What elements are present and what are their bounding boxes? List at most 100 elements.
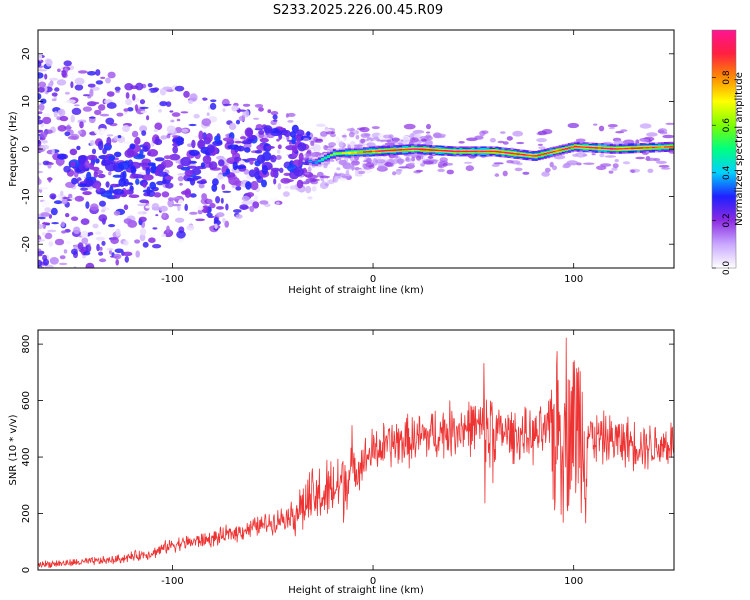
spectrogram-speckle: [154, 122, 163, 131]
spectrogram-speckle: [516, 141, 525, 145]
colorbar-frame: [711, 29, 737, 269]
spectrogram-speckle: [195, 165, 207, 170]
spectrogram-ridge-segment: [558, 149, 562, 151]
spectrogram-ridge-segment: [408, 148, 412, 151]
spectrogram-speckle: [562, 164, 570, 169]
spectrogram-speckle: [189, 93, 198, 102]
spectrogram-speckle: [575, 152, 587, 158]
spectrogram-speckle: [228, 122, 237, 131]
spectrogram-speckle: [225, 203, 229, 211]
spectrogram-speckle: [134, 104, 139, 112]
spectrogram-speckle: [125, 98, 132, 106]
spectrogram-ridge-segment: [335, 152, 340, 155]
spectrogram-speckle: [73, 156, 78, 159]
spectrogram-speckle: [215, 196, 221, 204]
spectrogram-speckle: [98, 251, 104, 256]
spectrogram-speckle: [227, 144, 240, 150]
spectrogram-speckle: [117, 135, 122, 139]
spectrogram-speckle: [267, 109, 272, 114]
spectrogram-speckle: [630, 169, 636, 173]
spectrogram-speckle: [165, 101, 172, 107]
spectrogram-speckle: [211, 183, 218, 192]
spectrogram-ridge-segment: [308, 160, 313, 163]
spectrogram-speckle: [320, 131, 328, 137]
spectrogram-ridge-segment: [612, 148, 616, 150]
spectrogram-speckle: [106, 102, 117, 109]
spectrogram-speckle: [277, 183, 282, 190]
spectrogram-speckle: [245, 181, 252, 190]
spectrogram-speckle: [198, 130, 204, 141]
spectrogram-speckle: [330, 159, 335, 162]
spectrogram-speckle: [252, 117, 260, 120]
spectrogram-speckle: [391, 137, 400, 142]
spectrogram-ridge-segment: [381, 150, 385, 152]
spectrogram-speckle: [218, 159, 225, 167]
spectrogram-speckle: [87, 71, 97, 76]
spectrogram-speckle: [59, 255, 66, 260]
spectrogram-speckle: [86, 258, 93, 262]
spectrogram-speckle: [442, 163, 448, 167]
spectrogram-speckle: [202, 155, 212, 164]
spectrogram-ridge-segment: [543, 153, 547, 155]
spectrogram-speckle: [576, 162, 582, 166]
spectrogram-y-tick-label: 0: [21, 146, 32, 152]
spectrogram-speckle: [613, 140, 624, 145]
spectrogram-speckle: [222, 103, 232, 106]
spectrogram-ridge-segment: [498, 151, 502, 153]
spectrogram-speckle: [38, 93, 42, 100]
spectrogram-speckle: [143, 90, 151, 93]
spectrogram-ridge-segment: [555, 150, 559, 152]
spectrogram-speckle: [127, 107, 134, 112]
spectrogram-speckle: [222, 218, 226, 223]
spectrogram-speckle: [38, 170, 44, 174]
spectrogram-speckle: [188, 99, 194, 104]
spectrogram-speckle: [270, 111, 279, 116]
spectrogram-speckle: [168, 197, 174, 202]
spectrogram-speckle: [188, 123, 197, 127]
spectrogram-speckle: [661, 167, 671, 170]
spectrogram-speckle: [241, 200, 252, 205]
spectrogram-ridge-segment: [582, 146, 586, 148]
spectrogram-speckle: [81, 237, 89, 244]
spectrogram-speckle: [256, 154, 266, 164]
spectrogram-speckle: [77, 183, 88, 188]
spectrogram-speckle: [604, 155, 617, 158]
spectrogram-speckle: [80, 230, 89, 238]
spectrogram-speckle: [242, 103, 251, 107]
spectrogram-speckle: [161, 191, 170, 198]
spectrogram-speckle: [60, 190, 64, 197]
spectrogram-speckle: [235, 186, 242, 191]
spectrogram-speckle: [74, 84, 84, 91]
spectrogram-speckle: [113, 253, 122, 260]
spectrogram-speckle: [41, 286, 45, 289]
spectrogram-speckle: [392, 171, 397, 176]
spectrogram-speckle: [599, 153, 605, 158]
spectrogram-speckle: [86, 154, 98, 161]
spectrogram-speckle: [239, 204, 249, 211]
spectrogram-ridge-segment: [450, 150, 454, 152]
spectrogram-ridge-segment: [519, 153, 523, 156]
spectrogram-speckle: [348, 131, 355, 138]
spectrogram-speckle: [259, 200, 269, 205]
spectrogram-speckle: [607, 124, 618, 128]
spectrogram-speckle: [108, 155, 116, 161]
spectrogram-speckle: [206, 198, 213, 204]
spectrogram-speckle: [57, 68, 61, 73]
spectrogram-speckle: [181, 128, 189, 133]
spectrogram-speckle: [184, 169, 194, 177]
spectrogram-speckle: [107, 71, 116, 79]
spectrogram-speckle: [139, 106, 149, 109]
spectrogram-speckle: [166, 125, 176, 134]
spectrogram-speckle: [285, 113, 289, 118]
spectrogram-speckle: [154, 138, 163, 146]
spectrogram-ridge-segment: [510, 152, 514, 155]
spectrogram-ridge-segment: [621, 147, 625, 150]
spectrogram-speckle: [353, 144, 363, 147]
spectrogram-speckle: [93, 171, 99, 178]
spectrogram-speckle: [169, 153, 181, 161]
spectrogram-ridge-segment: [552, 150, 556, 153]
spectrogram-speckle: [40, 98, 47, 104]
spectrogram-speckle: [246, 192, 255, 198]
spectrogram-speckle: [298, 152, 304, 162]
spectrogram-speckle: [514, 167, 523, 172]
